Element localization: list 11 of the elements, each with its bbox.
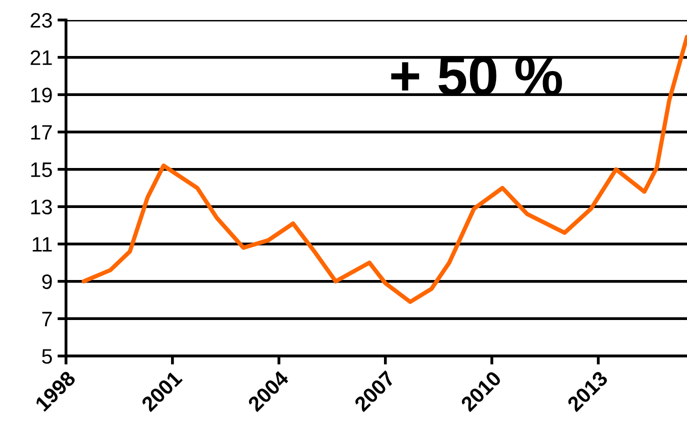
line-series: [82, 34, 687, 304]
y-tick-label: 9: [42, 274, 52, 290]
y-tick-label: 5: [42, 349, 52, 364]
y-tick-label: 11: [32, 237, 52, 252]
y-tick-label: 7: [42, 312, 52, 326]
y-tick-label: 13: [31, 200, 52, 214]
y-tick-label: 17: [31, 125, 52, 140]
y-tick-label: 15: [31, 162, 52, 178]
y-tick-label: 19: [31, 88, 52, 102]
y-tick-label: 23: [30, 13, 52, 28]
y-tick-label: 21: [30, 50, 52, 65]
